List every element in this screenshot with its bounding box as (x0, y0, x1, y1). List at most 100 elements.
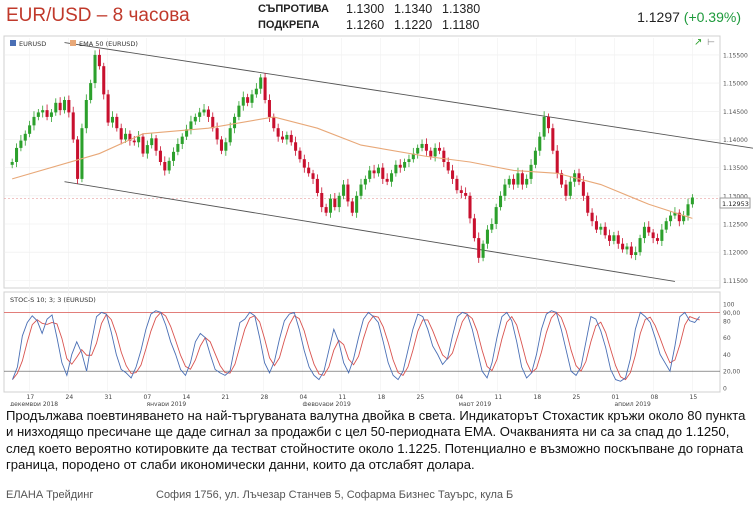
date-tick-label: 25 (573, 394, 581, 401)
candle (311, 169, 315, 184)
date-tick-label: 04 (300, 394, 308, 401)
candle (89, 79, 93, 104)
candle (28, 120, 32, 138)
candle (80, 123, 84, 183)
candle (616, 230, 620, 249)
candle-body (259, 77, 263, 89)
candle (472, 213, 476, 242)
candle (350, 198, 354, 217)
candle-body (385, 178, 389, 182)
candle-body (459, 190, 463, 193)
candle (634, 246, 638, 261)
candle-body (437, 147, 442, 151)
candle-body (167, 160, 171, 171)
y-tick-label: 1.13000 (723, 193, 748, 200)
candle (97, 49, 101, 70)
candle-body (468, 195, 472, 219)
candle (503, 178, 507, 201)
candle (228, 122, 232, 146)
candle-body (145, 145, 149, 154)
candle-body (320, 193, 324, 208)
channel-upper-line (64, 42, 753, 149)
candle (612, 231, 616, 245)
stochastic-tick-label: 0 (723, 386, 727, 393)
candle (84, 94, 88, 134)
candle-body (581, 181, 585, 196)
stochastic-k-line (12, 310, 700, 382)
date-tick-label: 11 (495, 394, 503, 401)
month-label: януари 2019 (147, 401, 187, 406)
candle (93, 50, 97, 89)
candle-body (403, 162, 407, 168)
price-change: (+0.39%) (683, 9, 741, 25)
trend-arrow-icon[interactable]: ↗ (694, 37, 702, 48)
candle-body (294, 142, 298, 151)
candle-body (289, 134, 293, 143)
stochastic-tick-label: 60 (723, 335, 731, 342)
candle (171, 147, 176, 166)
candle (477, 232, 481, 263)
candle (237, 101, 241, 121)
candle (106, 89, 110, 126)
candle (642, 222, 646, 244)
candle-body (407, 159, 411, 162)
candle (198, 107, 202, 122)
candle (525, 174, 529, 188)
candle (664, 217, 668, 234)
candle (507, 175, 511, 188)
candle-body (89, 83, 93, 100)
candle-body (58, 102, 62, 111)
date-tick-label: 25 (417, 394, 425, 401)
candle-body (638, 238, 642, 253)
candle-body (625, 246, 629, 250)
y-tick-label: 1.14000 (723, 137, 748, 144)
candle (193, 113, 197, 125)
candle-body (472, 218, 476, 239)
candle-body (311, 173, 315, 179)
candle-body (546, 116, 551, 129)
y-tick-label: 1.12500 (723, 222, 748, 229)
candle-body (346, 184, 350, 202)
candle-body (19, 140, 23, 148)
candle (490, 218, 494, 234)
candle (307, 162, 311, 177)
candle-body (673, 212, 677, 216)
candle (206, 106, 210, 122)
candle (124, 128, 128, 143)
candle (638, 234, 642, 256)
candle (280, 131, 285, 143)
candle (54, 98, 58, 116)
candle-body (28, 125, 32, 134)
candle-body (499, 195, 503, 208)
date-tick-label: 01 (612, 394, 620, 401)
candle (512, 174, 516, 190)
date-tick-label: 11 (339, 394, 347, 401)
candle (145, 140, 149, 159)
candle (211, 112, 215, 132)
candle-body (198, 112, 202, 117)
candle-body (233, 116, 237, 129)
stochastic-tick-label: 100 (723, 302, 735, 309)
candle-body (507, 178, 511, 185)
chart-area: 1.15500 1.15000 1.14500 1.14000 1.13500 1.130… (0, 34, 753, 408)
candle (324, 203, 328, 217)
candle (420, 139, 424, 152)
legend-ema: EMA 50 (EURUSD) (79, 40, 138, 48)
candle (119, 123, 123, 145)
candle (263, 72, 267, 104)
candle-body (215, 128, 219, 140)
candle-body (10, 162, 14, 165)
candle (189, 115, 193, 135)
pin-icon[interactable]: ⊢ (707, 38, 715, 48)
month-label: декември 2018 (10, 401, 58, 406)
candle (590, 208, 594, 227)
candle (250, 89, 254, 108)
stochastic-label: STOC-S 10; 3; 3 (EURUSD) (10, 296, 96, 304)
candle (660, 224, 664, 246)
footer-company: ЕЛАНА Трейдинг (6, 489, 94, 501)
candle (459, 185, 463, 199)
candle-body (307, 167, 311, 174)
candle (115, 113, 119, 132)
candle (58, 97, 62, 116)
resistance-level-1: 1.1300 (346, 2, 385, 16)
